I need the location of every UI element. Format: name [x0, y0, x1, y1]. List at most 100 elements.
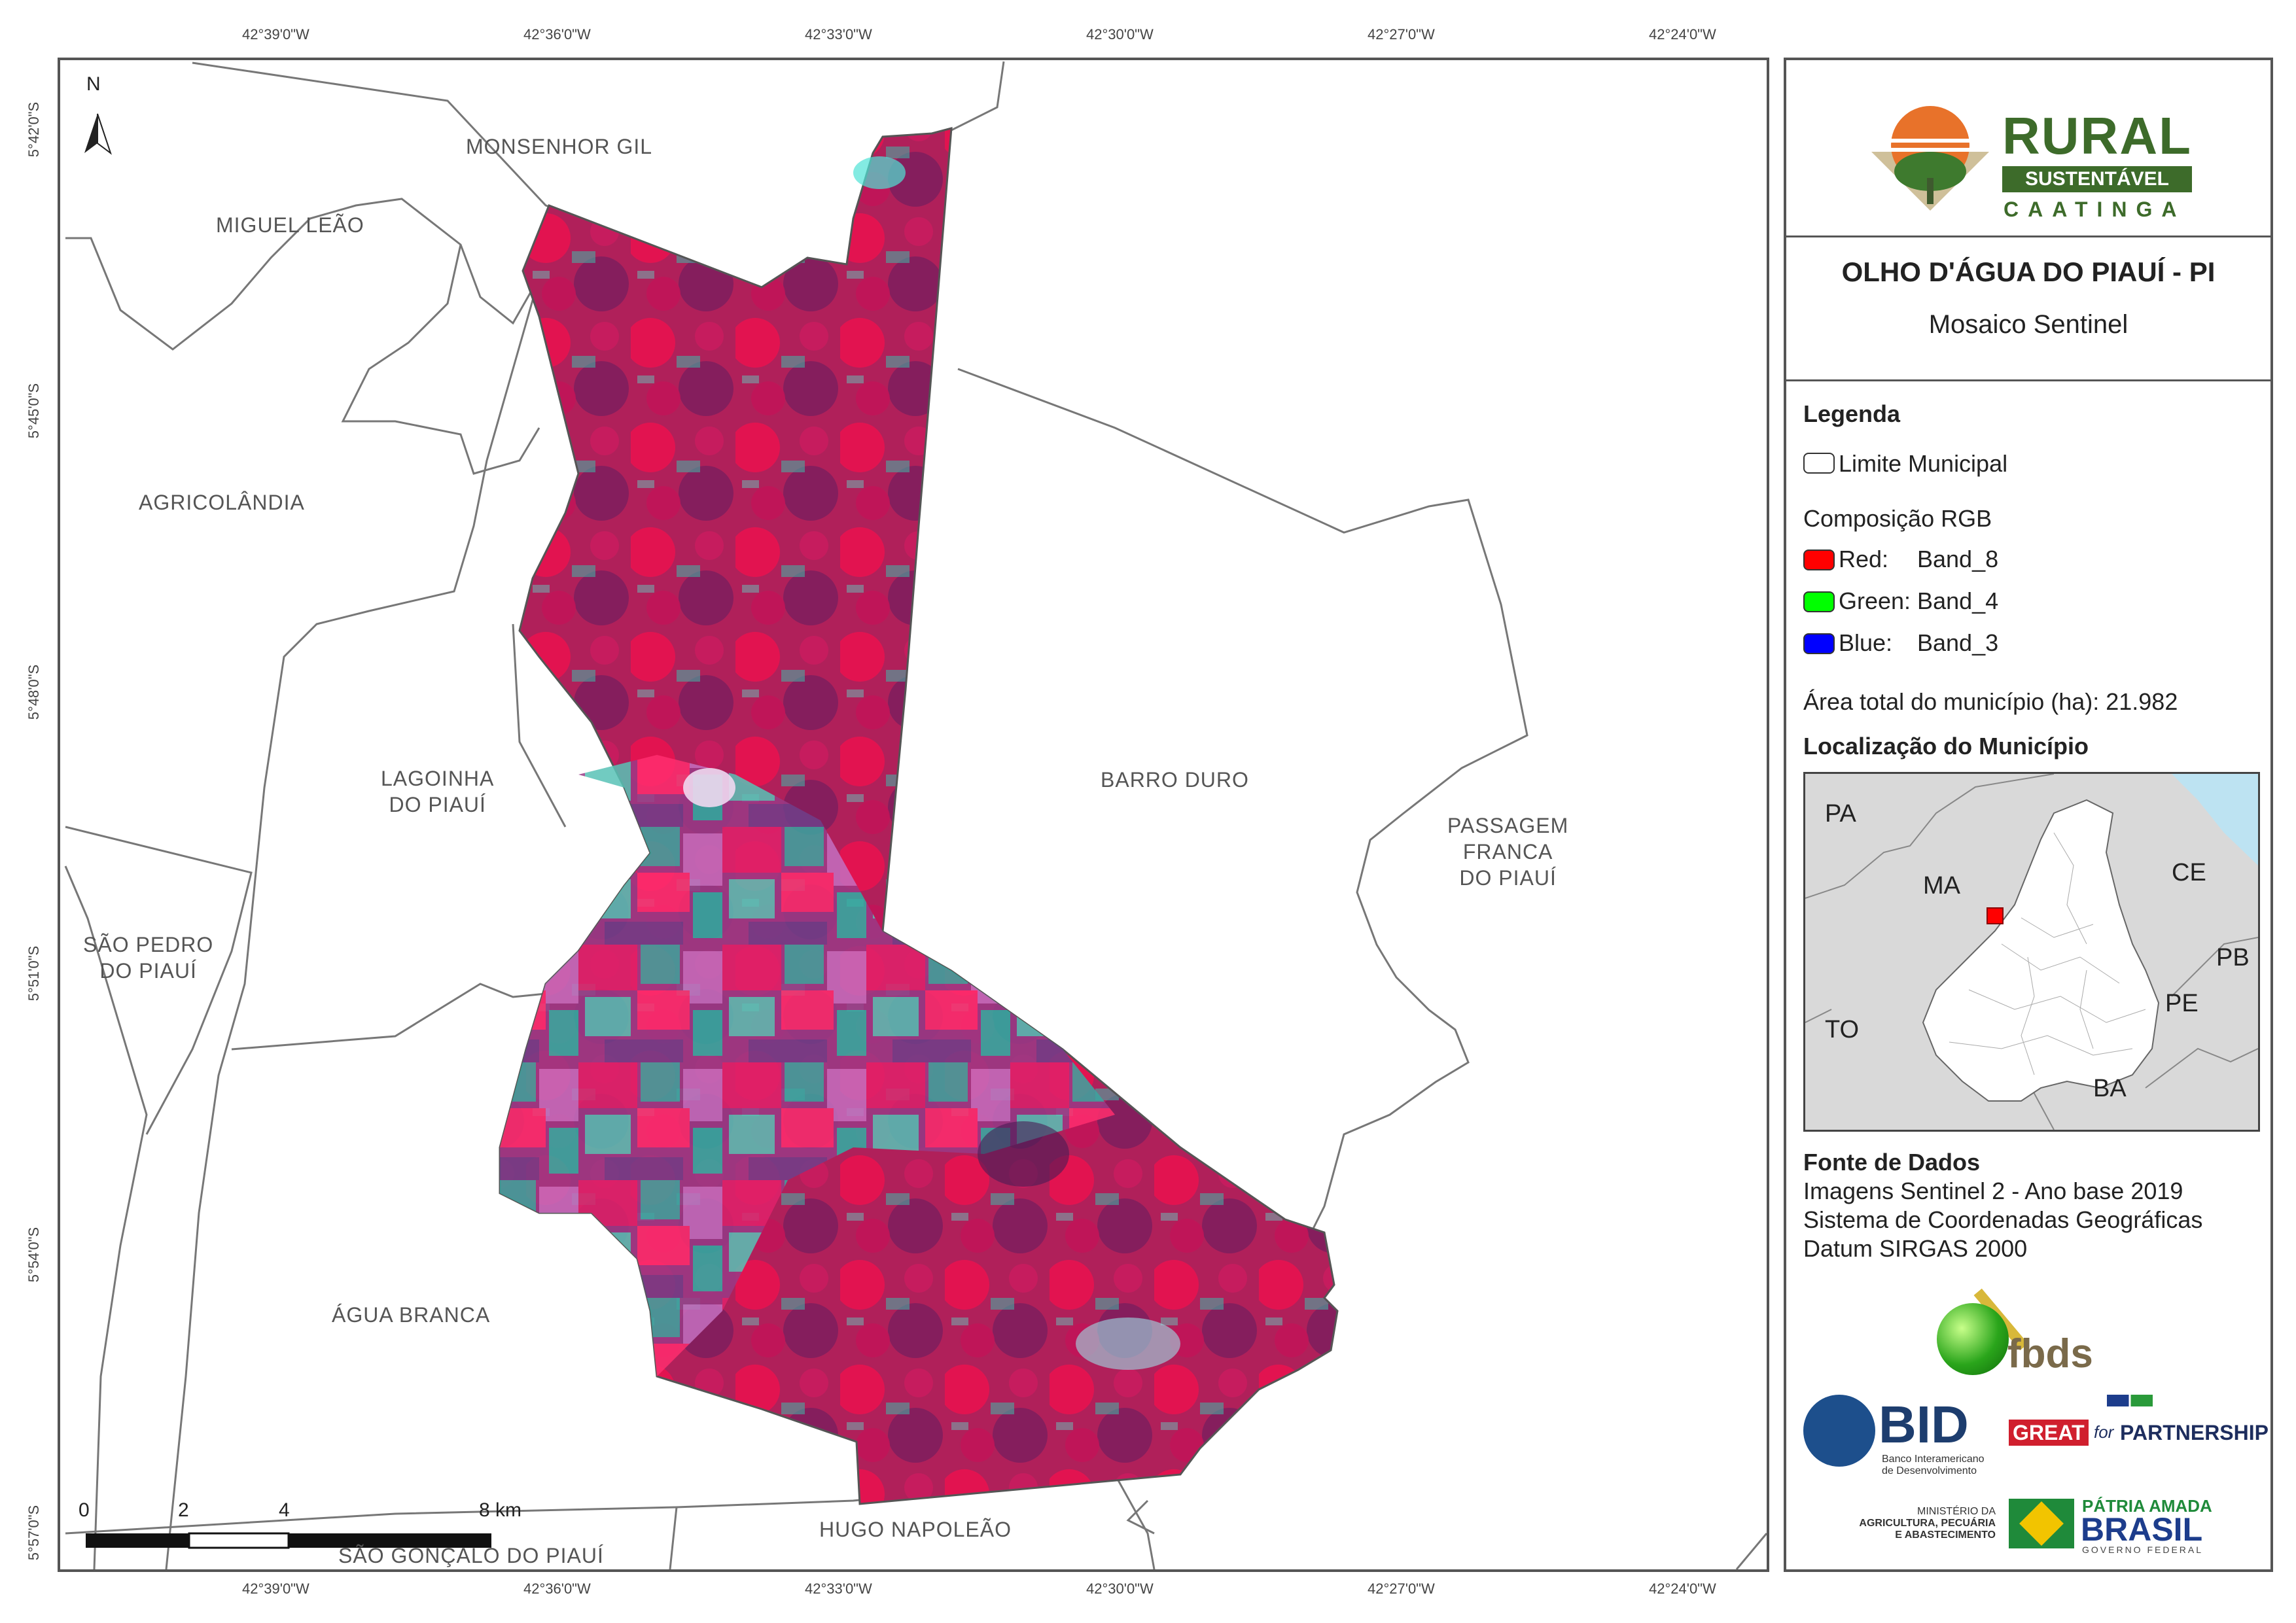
legend-green-swatch	[1803, 591, 1835, 612]
municipality-mosaic	[499, 127, 1339, 1505]
legend-red-swatch	[1803, 550, 1835, 570]
lon-label-top-1: 42°39'0"W	[242, 26, 309, 43]
label-hugo-napoleao: HUGO NAPOLEÃO	[819, 1518, 1012, 1541]
lat-label-1: 5°42'0"S	[26, 101, 43, 158]
label-passagem-2: FRANCA	[1462, 840, 1553, 864]
scale-label-2: 2	[178, 1499, 189, 1521]
label-sao-pedro-1: SÃO PEDRO	[83, 933, 214, 956]
info-panel: RURAL SUSTENTÁVEL CAATINGA OLHO D'ÁGUA D…	[1784, 58, 2273, 1572]
north-label: N	[86, 73, 101, 95]
lat-label-3: 5°48'0"S	[26, 664, 43, 720]
label-lagoinha: LAGOINHA DO PIAUÍ	[381, 765, 494, 818]
inset-label-ma: MA	[1923, 872, 1960, 899]
lon-label-top-3: 42°33'0"W	[805, 26, 872, 43]
location-inset-map[interactable]: PA MA CE PB PE TO BA	[1803, 772, 2260, 1132]
great-partnership-logo: GREAT for PARTNERSHIP	[2009, 1395, 2269, 1467]
ministerio-line2: AGRICULTURA, PECUÁRIA	[1859, 1518, 1996, 1529]
inset-label-pe: PE	[2165, 990, 2199, 1017]
fonte-line2: Sistema de Coordenadas Geográficas	[1803, 1206, 2203, 1233]
inset-label-pb: PB	[2216, 944, 2250, 971]
fonte-line1: Imagens Sentinel 2 - Ano base 2019	[1803, 1178, 2183, 1204]
lon-label-bottom-1: 42°39'0"W	[242, 1580, 309, 1597]
fbds-ball-icon	[1937, 1303, 2009, 1375]
area-total: Área total do município (ha): 21.982	[1803, 688, 2178, 715]
brasil-logo: PÁTRIA AMADA BRASIL GOVERNO FEDERAL	[2009, 1496, 2244, 1555]
localizacao-heading: Localização do Município	[1803, 733, 2089, 759]
legend-red-band: Band_8	[1917, 546, 1999, 572]
lon-label-bottom-2: 42°36'0"W	[523, 1580, 591, 1597]
lon-label-top-4: 42°30'0"W	[1086, 26, 1154, 43]
piaui-state	[1922, 799, 2160, 1102]
bid-sub2: de Desenvolvimento	[1882, 1465, 1977, 1476]
label-agricolandia: AGRICOLÂNDIA	[139, 491, 305, 514]
label-miguel-leao: MIGUEL LEÃO	[216, 213, 364, 237]
fonte-heading: Fonte de Dados	[1803, 1149, 1981, 1176]
for-text: for	[2094, 1422, 2114, 1442]
legend-limite-label: Limite Municipal	[1839, 450, 2008, 477]
flags-icon	[2107, 1395, 2153, 1406]
label-passagem-3: DO PIAUÍ	[1459, 866, 1557, 890]
lat-label-4: 5°51'0"S	[26, 945, 43, 1002]
municipal-boundaries	[64, 61, 1767, 1569]
lat-label-2: 5°45'0"S	[26, 383, 43, 439]
legend-limite-swatch	[1803, 453, 1835, 474]
great-text: GREAT	[2009, 1420, 2089, 1446]
municipality-marker	[1987, 907, 2004, 924]
governo-text: GOVERNO FEDERAL	[2082, 1544, 2204, 1555]
brasil-text: BRASIL	[2081, 1511, 2203, 1548]
lon-label-top-5: 42°27'0"W	[1368, 26, 1435, 43]
label-lagoinha-2: DO PIAUÍ	[389, 793, 486, 816]
rural-sustentavel-logo: RURAL SUSTENTÁVEL CAATINGA	[1865, 93, 2205, 250]
label-sao-pedro-2: DO PIAUÍ	[99, 959, 197, 983]
partnership-text: PARTNERSHIP	[2120, 1421, 2269, 1444]
fbds-logo: fbds	[1937, 1277, 2107, 1382]
bid-logo: BID Banco Interamericano de Desenvolvime…	[1803, 1395, 2000, 1486]
legend-red-label: Red:	[1839, 546, 1889, 572]
bid-sub1: Banco Interamericano	[1882, 1454, 1985, 1465]
ministerio-logo: MINISTÉRIO DA AGRICULTURA, PECUÁRIA E AB…	[1826, 1506, 1996, 1541]
label-sao-pedro: SÃO PEDRO DO PIAUÍ	[83, 932, 213, 984]
map-frame[interactable]: N MONSENHOR GIL MIGUEL LEÃO AGRICOLÂNDIA…	[58, 58, 1769, 1572]
inset-label-to: TO	[1825, 1016, 1860, 1043]
bid-text: BID	[1879, 1395, 1969, 1454]
label-passagem-franca: PASSAGEM FRANCA DO PIAUÍ	[1447, 812, 1568, 891]
logo-sustentavel: SUSTENTÁVEL	[2002, 166, 2192, 192]
legend-blue-swatch	[1803, 633, 1835, 654]
inset-label-ce: CE	[2172, 859, 2206, 886]
label-monsenhor-gil: MONSENHOR GIL	[466, 135, 653, 158]
north-arrow-icon	[84, 113, 112, 155]
logo-emblem-icon	[1871, 106, 1989, 211]
inset-map-canvas	[1805, 774, 2258, 1130]
lon-label-top-2: 42°36'0"W	[523, 26, 591, 43]
label-sao-goncalo: SÃO GONÇALO DO PIAUÍ	[338, 1544, 604, 1567]
label-agua-branca: ÁGUA BRANCA	[332, 1303, 491, 1327]
lat-label-5: 5°54'0"S	[26, 1227, 43, 1283]
label-passagem-1: PASSAGEM	[1447, 814, 1569, 837]
bid-globe-icon	[1803, 1395, 1875, 1467]
ministerio-line3: E ABASTECIMENTO	[1895, 1529, 1996, 1541]
lon-label-bottom-3: 42°33'0"W	[805, 1580, 872, 1597]
scale-label-4: 4	[279, 1499, 290, 1521]
inset-label-pa: PA	[1825, 800, 1856, 828]
scale-bar	[86, 1532, 491, 1549]
label-lagoinha-1: LAGOINHA	[381, 767, 495, 790]
agricultural-fields	[500, 755, 1115, 1376]
lat-label-6: 5°57'0"S	[26, 1505, 43, 1561]
patria-text: PÁTRIA AMADA	[2082, 1496, 2212, 1516]
legend-blue-band: Band_3	[1917, 629, 1999, 656]
ministerio-line1: MINISTÉRIO DA	[1916, 1506, 1996, 1517]
fonte-line3: Datum SIRGAS 2000	[1803, 1235, 2028, 1262]
legend-green-label: Green: Band_4	[1839, 587, 1999, 614]
lon-label-bottom-6: 42°24'0"W	[1649, 1580, 1716, 1597]
lon-label-top-6: 42°24'0"W	[1649, 26, 1716, 43]
logo-rural: RURAL	[2002, 107, 2192, 165]
logo-caatinga: CAATINGA	[2004, 198, 2186, 221]
map-subtitle: Mosaico Sentinel	[1928, 310, 2128, 339]
map-canvas	[64, 61, 1767, 1569]
legend-rgb-heading: Composição RGB	[1803, 505, 1992, 532]
map-title: OLHO D'ÁGUA DO PIAUÍ - PI	[1841, 256, 2216, 287]
scale-label-8: 8 km	[479, 1499, 522, 1521]
scale-label-0: 0	[79, 1499, 90, 1521]
inset-label-ba: BA	[2093, 1075, 2127, 1102]
lon-label-bottom-5: 42°27'0"W	[1368, 1580, 1435, 1597]
